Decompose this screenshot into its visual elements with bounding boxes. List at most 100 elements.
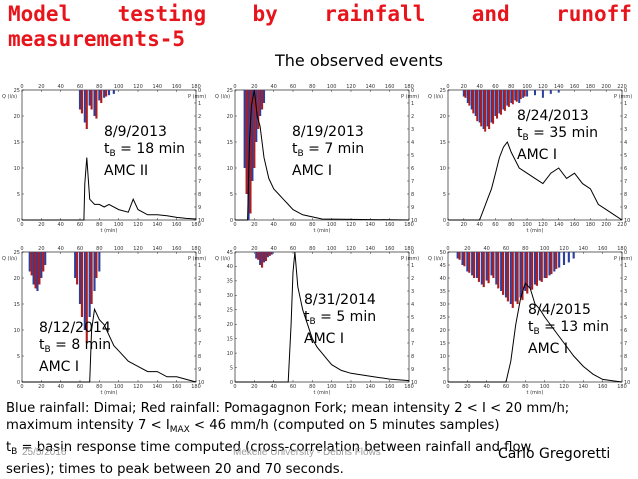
x-tick-label-top: 0 (446, 246, 449, 252)
q-tick-label: 15 (440, 341, 446, 347)
event-date: 8/4/2015 (528, 302, 591, 318)
plot-frame (21, 89, 197, 221)
x-tick-label: 180 (191, 384, 201, 390)
x-tick-label-top: 220 (617, 84, 627, 90)
x-tick-label-top: 60 (77, 84, 83, 90)
q-tick-label: 20 (440, 114, 446, 120)
rain-bar-blue (504, 252, 508, 298)
rain-bar-red (535, 252, 538, 286)
rain-bar-red (245, 90, 248, 194)
x-tick-label-top: 60 (503, 246, 509, 252)
q-tick-label: 15 (440, 140, 446, 146)
x-tick-label-top: 40 (270, 246, 276, 252)
rain-bar-red (85, 90, 88, 129)
x-tick-label-top: 120 (346, 246, 356, 252)
event-label: 8/19/2013 tB = 7 min AMC I (292, 124, 364, 180)
rain-bar-blue (506, 90, 509, 106)
rain-bar-blue (529, 252, 532, 289)
rain-bar-blue (28, 252, 31, 272)
rain-bar-red (506, 252, 509, 302)
x-tick-label: 120 (133, 222, 143, 228)
rain-bar-red (502, 252, 505, 295)
x-tick-label: 140 (153, 384, 163, 390)
q-tick-label: 50 (440, 250, 446, 256)
x-tick-label: 140 (366, 384, 376, 390)
p-tick-label: 1 (198, 263, 201, 269)
chart-svg: 0020204040606080801001001201201401401601… (428, 246, 632, 396)
q-tick-label: 25 (440, 88, 446, 94)
x-tick-label: 100 (114, 222, 124, 228)
p-tick-label: 2 (198, 276, 201, 282)
p-tick-label: 9 (198, 205, 201, 211)
amc-class: AMC I (517, 147, 558, 163)
x-tick-label: 160 (385, 222, 395, 228)
x-tick-label-top: 60 (492, 84, 498, 90)
x-tick-label: 140 (366, 222, 376, 228)
rain-bar-red (480, 90, 483, 127)
rain-bar-red (264, 252, 267, 262)
x-tick-label-top: 160 (385, 84, 395, 90)
rain-bar-blue (78, 252, 82, 304)
rain-bar-blue (270, 252, 273, 255)
p-axis-label: P (mm) (188, 94, 206, 100)
q-tick-label: 25 (14, 88, 20, 94)
x-tick-label: 160 (385, 384, 395, 390)
rain-bar-red (261, 90, 264, 110)
rain-bar-blue (518, 90, 521, 103)
x-tick-label: 140 (554, 222, 564, 228)
x-tick-label-top: 100 (540, 246, 550, 252)
t-axis-label: t (min) (314, 228, 331, 234)
p-tick-label: 8 (198, 354, 201, 360)
x-tick-label: 120 (559, 384, 569, 390)
p-tick-label: 9 (198, 367, 201, 373)
x-tick-label-top: 140 (579, 246, 589, 252)
rain-bar-red (105, 90, 108, 97)
x-tick-label-top: 0 (20, 246, 23, 252)
x-tick-label-top: 80 (309, 246, 315, 252)
rain-bar-blue (534, 90, 536, 96)
x-tick-label-top: 0 (233, 246, 236, 252)
rain-bar-blue (562, 252, 566, 265)
x-tick-label-top: 180 (617, 246, 627, 252)
x-tick-label: 40 (270, 222, 276, 228)
x-tick-label-top: 180 (586, 84, 596, 90)
rain-bar-red (100, 90, 103, 103)
p-tick-label: 4 (624, 302, 627, 308)
p-tick-label: 3 (624, 289, 627, 295)
x-tick-label-top: 140 (153, 246, 163, 252)
x-tick-label: 160 (598, 384, 608, 390)
chart-svg: 0020204040606080801001001201201401401601… (215, 246, 419, 396)
rain-bar-blue (262, 252, 266, 263)
x-tick-label-top: 40 (57, 246, 63, 252)
x-tick-label-top: 80 (96, 246, 102, 252)
rain-bar-blue (543, 252, 546, 278)
rain-bar-blue (502, 90, 505, 110)
amc-class: AMC I (39, 359, 80, 375)
x-tick-label: 0 (20, 384, 23, 390)
p-tick-label: 3 (411, 289, 414, 295)
q-tick-label: 30 (227, 293, 233, 299)
x-tick-label: 180 (404, 384, 414, 390)
rain-bar-blue (259, 252, 262, 265)
x-tick-label-top: 40 (270, 84, 276, 90)
rain-bar-blue (510, 90, 513, 103)
q-tick-label: 5 (17, 354, 20, 360)
x-tick-label: 0 (233, 384, 236, 390)
q-tick-label: 0 (443, 380, 446, 386)
rain-bar-red (90, 252, 93, 304)
rain-bar-blue (533, 252, 537, 285)
x-tick-label: 60 (290, 384, 296, 390)
rain-bar-red (499, 90, 502, 115)
p-tick-label: 4 (624, 140, 627, 146)
x-tick-label-top: 120 (538, 84, 548, 90)
p-tick-label: 10 (198, 380, 204, 386)
p-axis-label: P (mm) (401, 94, 419, 100)
rain-bar-red (30, 252, 33, 276)
rain-bar-red (476, 90, 479, 122)
x-tick-label: 60 (492, 222, 498, 228)
flow-line (448, 140, 623, 221)
q-tick-label: 0 (17, 380, 20, 386)
rain-bar-red (540, 252, 543, 282)
rain-bar-blue (32, 252, 35, 285)
q-tick-label: 40 (440, 276, 446, 282)
